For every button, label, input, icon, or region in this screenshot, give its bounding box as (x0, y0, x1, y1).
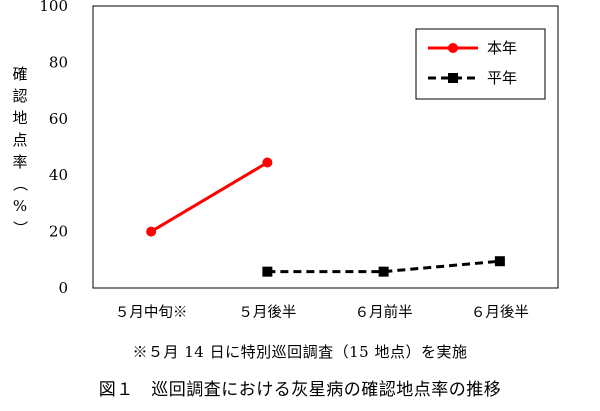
y-axis-label-char: 認 (12, 87, 27, 105)
y-axis-label-char: 地 (12, 109, 27, 127)
x-axis-categories: ５月中旬※ ５月後半 ６月前半 ６月後半 (115, 304, 529, 321)
figure-caption: 図１ 巡回調査における灰星病の確認地点率の推移 (98, 380, 502, 400)
x-category-label: ５月中旬※ (115, 304, 188, 321)
y-tick-label: 40 (49, 166, 68, 184)
y-axis-label-char: % (13, 197, 27, 215)
y-tick-label: 100 (39, 0, 68, 15)
y-tick-label: 20 (49, 223, 68, 241)
chart-note: ※５月 14 日に特別巡回調査（15 地点）を実施 (132, 343, 468, 361)
legend-marker (448, 43, 458, 53)
legend-marker (448, 73, 458, 83)
data-point (146, 226, 157, 237)
series-line-1 (150, 161, 269, 233)
y-axis-label: 確認地点率 （% ） (11, 65, 29, 236)
series-group (146, 157, 505, 277)
y-axis-label-char: 率 (12, 153, 27, 171)
data-point (494, 256, 505, 267)
legend-label: 平年 (487, 69, 517, 87)
y-tick-label: 0 (58, 279, 68, 297)
x-category-label: ６月前半 (355, 304, 413, 321)
x-category-label: ５月後半 (238, 304, 296, 321)
y-axis-label-char: 点 (12, 131, 27, 149)
y-axis-label-char: ） (11, 220, 29, 235)
data-point (378, 266, 389, 277)
x-category-label: ６月後半 (471, 304, 529, 321)
legend-label: 本年 (487, 39, 517, 57)
legend-box (415, 28, 546, 100)
y-axis-label-char: 確 (12, 65, 27, 83)
y-axis-label-char: （ (11, 176, 29, 191)
y-axis-ticks: 0 20 40 60 80 100 (39, 0, 68, 297)
data-point (262, 157, 273, 168)
data-point (262, 266, 273, 277)
y-tick-label: 60 (49, 110, 68, 128)
y-tick-label: 80 (49, 53, 68, 71)
plot-area (92, 5, 559, 289)
